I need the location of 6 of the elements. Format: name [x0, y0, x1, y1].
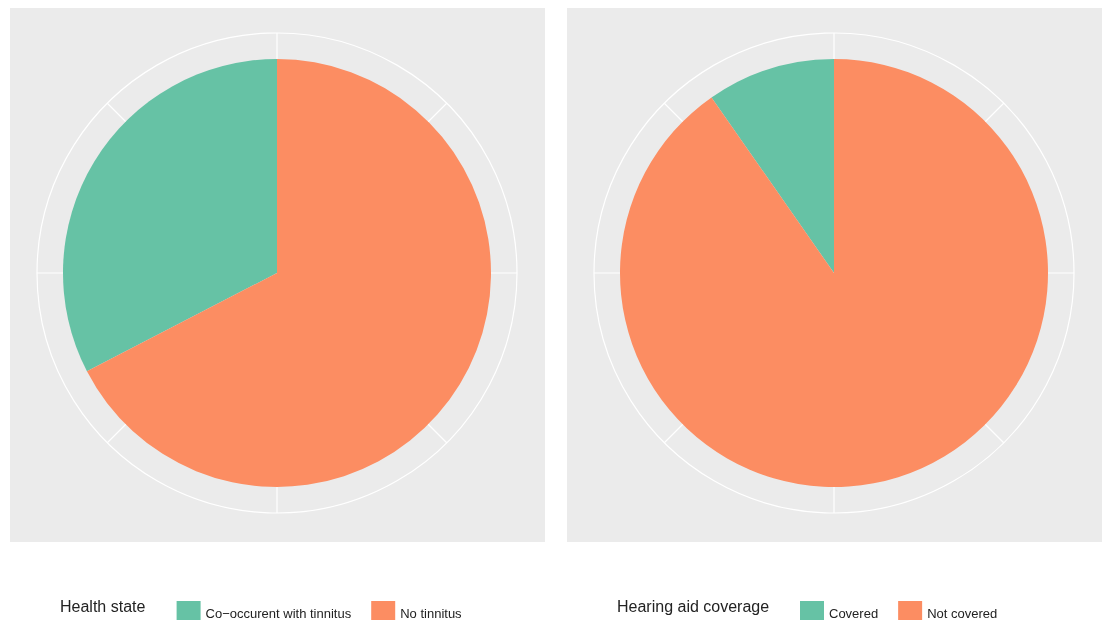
legend-title: Hearing aid coverage — [617, 597, 770, 615]
legend-label: Not covered — [927, 605, 998, 620]
legend-title: Health state — [60, 597, 146, 615]
legend-label: Covered — [829, 605, 879, 620]
legend-label: No tinnitus — [400, 605, 463, 620]
legend-label: Co−occurent with tinnitus — [205, 605, 352, 620]
